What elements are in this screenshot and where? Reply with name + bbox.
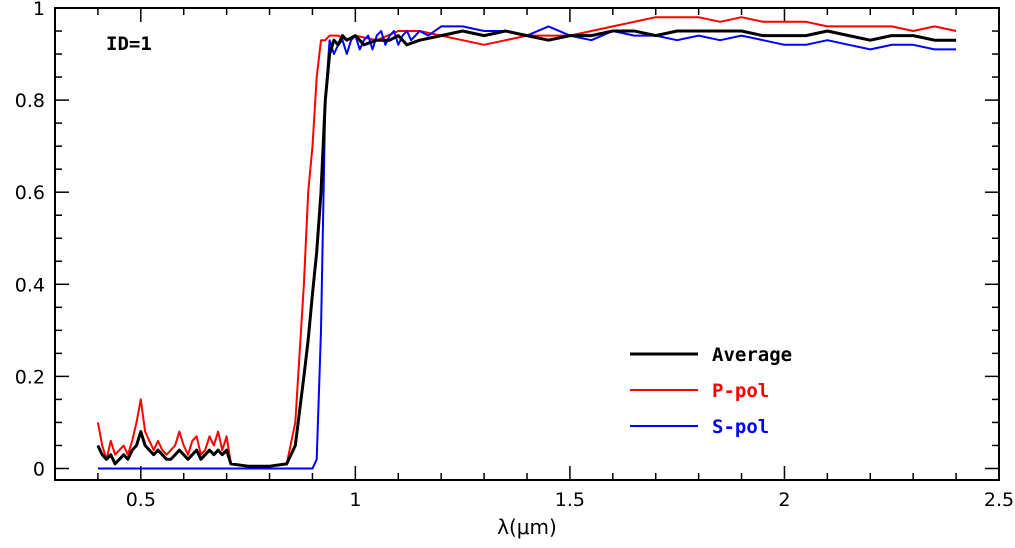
- tick-labels: 0.5 1 1.5 2 2.5 0 0.2 0.4 0.6 0.8 1: [15, 0, 1014, 511]
- series-lines: [96, 16, 957, 470]
- legend-label-p-pol: P-pol: [712, 380, 769, 402]
- series-line-average: [96, 29, 957, 468]
- legend-label-s-pol: S-pol: [712, 416, 769, 438]
- x-tick-label: 1: [349, 489, 361, 511]
- y-tick-label: 0.4: [15, 274, 45, 296]
- y-tick-label: 0.8: [15, 90, 45, 112]
- y-tick-label: 0.6: [15, 182, 45, 204]
- x-tick-label: 2.5: [984, 489, 1014, 511]
- chart-annotation: ID=1: [106, 33, 152, 55]
- x-tick-label: 2: [778, 489, 790, 511]
- y-tick-label: 1: [33, 0, 45, 20]
- y-tick-label: 0: [33, 458, 45, 480]
- series-line-s-pol: [97, 25, 957, 470]
- plot-frame: [54, 7, 1000, 481]
- legend-label-average: Average: [712, 344, 792, 366]
- ticks: [54, 7, 1000, 480]
- x-tick-label: 1.5: [555, 489, 585, 511]
- y-tick-label: 0.2: [15, 366, 45, 388]
- x-axis-label: λ(μm): [497, 515, 557, 539]
- series-line-p-pol: [96, 16, 957, 468]
- legend: Average P-pol S-pol: [630, 344, 792, 438]
- x-tick-label: 0.5: [126, 489, 156, 511]
